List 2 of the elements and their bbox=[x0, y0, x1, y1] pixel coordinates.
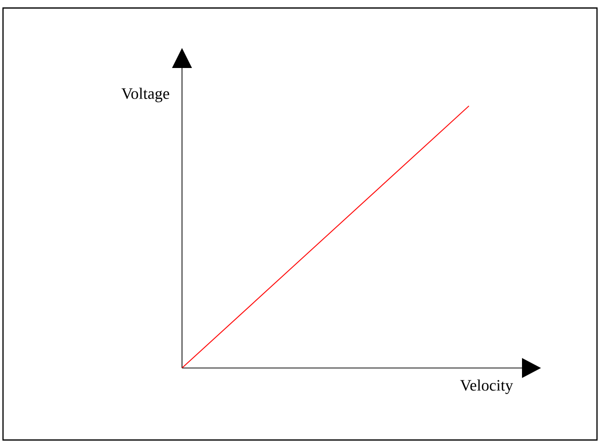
y-axis-title: Voltage bbox=[121, 88, 170, 102]
x-axis-title: Velocity bbox=[460, 379, 514, 394]
